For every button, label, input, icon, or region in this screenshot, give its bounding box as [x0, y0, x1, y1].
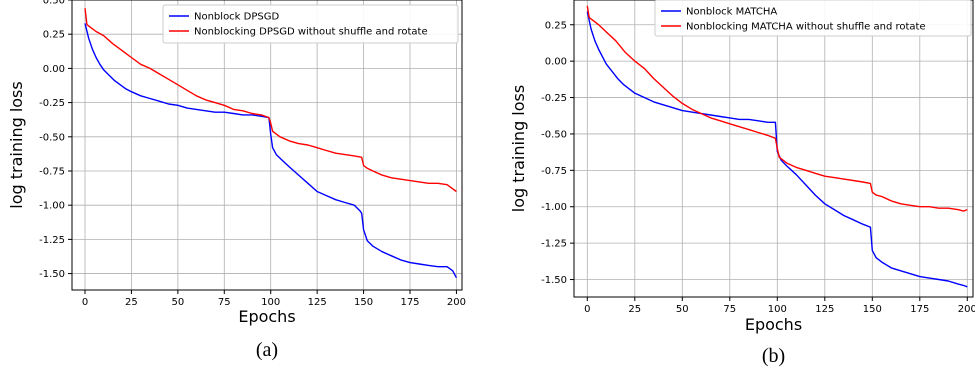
legend-box	[162, 4, 459, 44]
chart-panel-a: 0 25 50 75 100 125 150 175 200 -1.50 -1.25 -1.00 -0.…	[7, 0, 466, 361]
series-line-nonblocking-without-shuffle	[84, 8, 457, 193]
y-tick-label: -0.50	[39, 132, 65, 143]
legend-label: Nonblock MATCHA	[686, 7, 777, 18]
plot-frame	[573, 0, 974, 298]
x-tick-label: 125	[815, 304, 834, 315]
y-tick-label: -0.50	[541, 129, 567, 140]
y-tick-label: -1.00	[541, 202, 567, 213]
x-tick-label: 75	[218, 297, 231, 308]
y-tick-label: -0.25	[39, 98, 65, 109]
x-tick-label: 50	[676, 304, 689, 315]
plot-frame	[71, 0, 463, 291]
legend-label: Nonblocking DPSGD without shuffle and ro…	[194, 27, 428, 38]
series-line-nonblocking-without-shuffle	[586, 5, 968, 212]
x-axis-label: Epochs	[745, 315, 802, 334]
y-tick-label: 0.25	[545, 20, 567, 31]
x-axis-label: Epochs	[238, 307, 295, 326]
legend: Nonblock MATCHA Nonblocking MATCHA withou…	[654, 0, 972, 37]
y-tick-label: -1.25	[39, 235, 65, 246]
y-tick-label: -0.75	[541, 166, 567, 177]
legend-box	[654, 0, 972, 37]
y-axis-label: log training loss	[509, 85, 528, 212]
y-tick-label: 0.00	[43, 64, 65, 75]
y-axis-label: log training loss	[7, 81, 26, 208]
y-tick-label: -0.75	[39, 166, 65, 177]
y-tick-label: -1.50	[541, 275, 567, 286]
y-tick-label: 0.50	[43, 0, 65, 7]
y-tick-label: -0.25	[541, 93, 567, 104]
figure-caption: (a)	[256, 339, 278, 361]
x-tick-label: 0	[584, 304, 590, 315]
legend-label: Nonblock DPSGD	[194, 12, 279, 23]
y-tick-label: 0.00	[545, 57, 567, 68]
chart-panel-b: 0 25 50 75 100 125 150 175 200 -1.50 -1.25 -1.00 -0.…	[509, 0, 975, 367]
y-tick-label: 0.25	[43, 30, 65, 41]
x-tick-label: 200	[447, 297, 466, 308]
x-tick-label: 150	[354, 297, 373, 308]
y-tick-label: -1.00	[39, 201, 65, 212]
figure-caption: (b)	[762, 345, 785, 367]
legend: Nonblock DPSGD Nonblocking DPSGD without …	[162, 4, 459, 44]
x-tick-label: 175	[400, 297, 419, 308]
x-tick-label: 25	[125, 297, 138, 308]
legend-label: Nonblocking MATCHA without shuffle and r…	[686, 22, 926, 33]
x-tick-label: 150	[863, 304, 882, 315]
x-tick-label: 75	[723, 304, 736, 315]
x-tick-label: 175	[910, 304, 929, 315]
x-tick-label: 100	[261, 297, 280, 308]
series-line-nonblock	[586, 11, 968, 288]
y-tick-label: -1.25	[541, 239, 567, 250]
x-tick-label: 25	[628, 304, 641, 315]
y-tick-label: -1.50	[39, 269, 65, 280]
x-tick-label: 100	[768, 304, 787, 315]
series-line-nonblock	[84, 23, 458, 279]
x-tick-label: 200	[958, 304, 975, 315]
x-tick-label: 50	[171, 297, 184, 308]
x-tick-label: 0	[82, 297, 88, 308]
x-tick-label: 125	[308, 297, 327, 308]
